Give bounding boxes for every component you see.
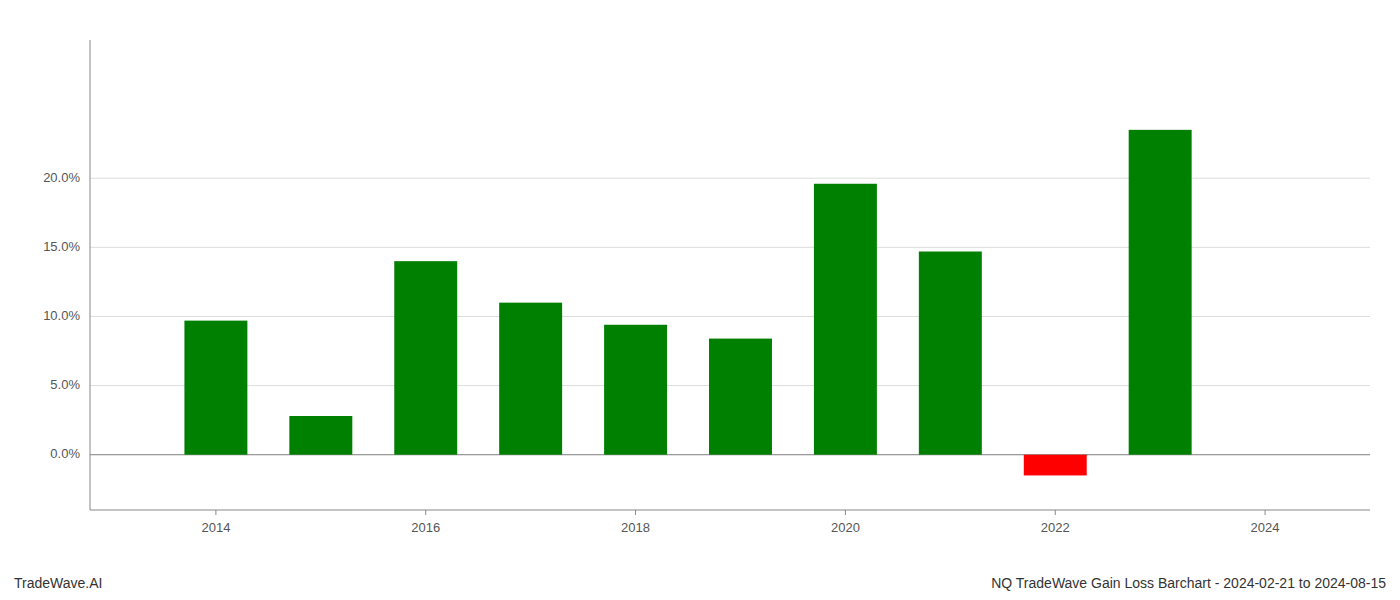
x-tick bbox=[1265, 510, 1266, 515]
y-tick-label: 5.0% bbox=[50, 377, 80, 392]
bar bbox=[919, 252, 982, 455]
x-tick-label: 2024 bbox=[1251, 520, 1280, 535]
x-tick bbox=[635, 510, 636, 515]
bars bbox=[184, 130, 1191, 476]
bar bbox=[1024, 455, 1087, 476]
bar bbox=[1129, 130, 1192, 455]
background bbox=[0, 0, 1400, 600]
chart: 0.0% 5.0% 10.0% 15.0% 20.0% 2014 2016 2018 2020 2… bbox=[0, 0, 1400, 600]
x-tick-label: 2018 bbox=[621, 520, 650, 535]
bar bbox=[184, 321, 247, 455]
y-tick-label: 15.0% bbox=[43, 239, 80, 254]
bar bbox=[814, 184, 877, 455]
x-axis-line bbox=[90, 510, 1370, 511]
y-tick-label: 0.0% bbox=[50, 446, 80, 461]
y-axis-line bbox=[90, 40, 91, 510]
x-tick bbox=[425, 510, 426, 515]
x-tick bbox=[845, 510, 846, 515]
y-tick-label: 20.0% bbox=[43, 170, 80, 185]
watermark: TradeWave.AI bbox=[14, 575, 102, 591]
title: NQ TradeWave Gain Loss Barchart - 2024-0… bbox=[991, 575, 1386, 591]
bar bbox=[289, 416, 352, 455]
x-tick-label: 2020 bbox=[831, 520, 860, 535]
x-tick-label: 2022 bbox=[1041, 520, 1070, 535]
bar bbox=[394, 261, 457, 455]
bar bbox=[604, 325, 667, 455]
x-tick bbox=[1055, 510, 1056, 515]
bar bbox=[709, 339, 772, 455]
y-tick-label: 10.0% bbox=[43, 308, 80, 323]
x-tick-label: 2016 bbox=[411, 520, 440, 535]
x-tick bbox=[215, 510, 216, 515]
bar bbox=[499, 303, 562, 455]
axes: 0.0% 5.0% 10.0% 15.0% 20.0% 2014 2016 2018 2020 2… bbox=[43, 40, 1370, 535]
x-tick-label: 2014 bbox=[201, 520, 230, 535]
